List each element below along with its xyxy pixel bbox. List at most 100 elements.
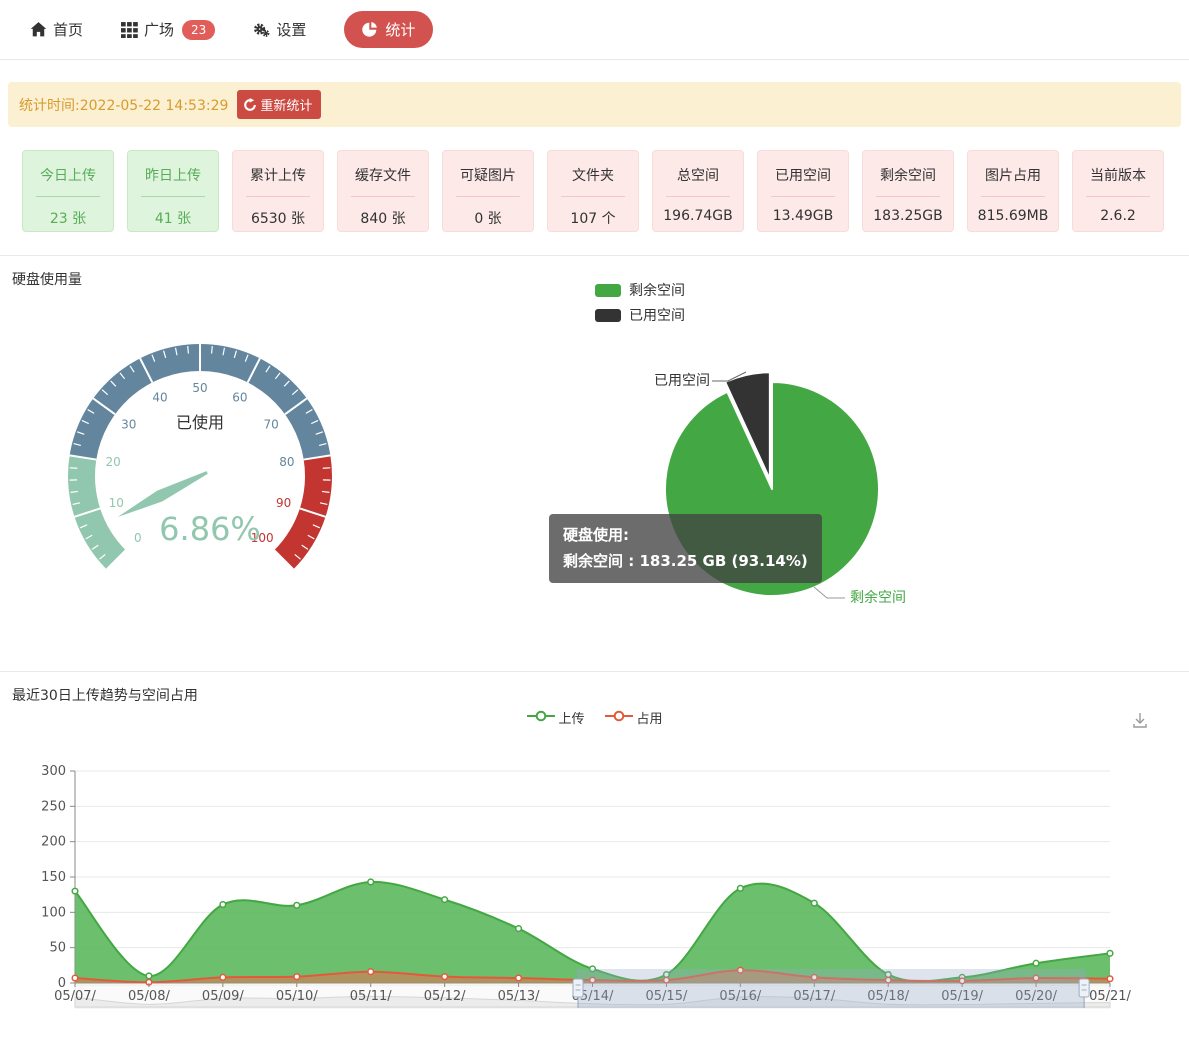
- y-axis-label: 250: [41, 799, 66, 814]
- data-point[interactable]: [71, 887, 79, 895]
- data-point[interactable]: [515, 925, 523, 933]
- x-axis-label: 05/16/: [719, 989, 761, 1004]
- legend-swatch: [595, 308, 621, 322]
- gauge-tick-label: 30: [121, 417, 136, 431]
- stat-card-4: 缓存文件 840 张: [337, 150, 429, 232]
- legend-label: 剩余空间: [629, 283, 685, 299]
- y-axis-label: 150: [41, 870, 66, 885]
- x-axis-label: 05/13/: [498, 989, 540, 1004]
- data-point[interactable]: [810, 973, 818, 981]
- stat-card-label: 图片占用: [985, 168, 1041, 184]
- tooltip-value: 剩余空间 : 183.25 GB (93.14%): [563, 552, 808, 571]
- pie-legend: 剩余空间已用空间: [595, 280, 685, 325]
- gauge-segment: [274, 455, 332, 570]
- stat-card-label: 已用空间: [775, 168, 831, 184]
- datazoom-left-handle[interactable]: [572, 978, 584, 998]
- gauge-needle: [117, 471, 208, 518]
- stat-card-11: 当前版本 2.6.2: [1072, 150, 1164, 232]
- y-axis-label: 50: [49, 941, 66, 956]
- stat-card-2: 昨日上传 41 张: [127, 150, 219, 232]
- pie-legend-item-2[interactable]: 已用空间: [595, 305, 685, 325]
- data-point[interactable]: [1106, 949, 1114, 957]
- x-axis-label: 05/20/: [1015, 989, 1057, 1004]
- gears-icon: [253, 21, 270, 38]
- data-point[interactable]: [810, 899, 818, 907]
- legend-label: 占用: [636, 712, 663, 727]
- disk-gauge-chart[interactable]: 0 10 20 30 40 50 60 70 80 90 100 已使用 6.86%: [25, 326, 385, 626]
- data-point[interactable]: [71, 974, 79, 982]
- stat-card-divider: [561, 196, 625, 197]
- nav-item-home[interactable]: 首页: [30, 19, 83, 40]
- data-point[interactable]: [884, 976, 892, 984]
- recount-button-label: 重新统计: [260, 99, 313, 114]
- data-point[interactable]: [515, 974, 523, 982]
- legend-label: 上传: [558, 712, 585, 727]
- stat-card-divider: [351, 196, 415, 197]
- datazoom-window[interactable]: [578, 969, 1085, 1008]
- nav-item-plaza[interactable]: 广场 23: [121, 19, 216, 40]
- recount-button[interactable]: 重新统计: [237, 90, 322, 119]
- data-point[interactable]: [367, 968, 375, 976]
- data-point[interactable]: [588, 976, 597, 984]
- gauge-tick-label: 0: [134, 531, 142, 545]
- pie-slice-used-space[interactable]: [724, 371, 771, 481]
- x-axis-label: 05/10/: [276, 989, 318, 1004]
- data-point[interactable]: [219, 973, 227, 981]
- stat-card-label: 剩余空间: [880, 168, 936, 184]
- data-point[interactable]: [293, 901, 301, 909]
- top-nav: 首页 广场 23 设置 统计: [0, 0, 1189, 60]
- data-point[interactable]: [736, 966, 744, 974]
- stat-card-7: 总空间 196.74GB: [652, 150, 744, 232]
- data-point[interactable]: [441, 896, 449, 904]
- stat-card-value: 840 张: [360, 211, 406, 227]
- trend-legend-item-1[interactable]: 上传: [526, 708, 585, 727]
- data-point[interactable]: [367, 878, 375, 886]
- stat-card-divider: [1086, 196, 1150, 197]
- disk-section-title: 硬盘使用量: [12, 272, 82, 288]
- gauge-tick-label: 10: [109, 496, 124, 510]
- stat-card-10: 图片占用 815.69MB: [967, 150, 1059, 232]
- x-axis-label: 05/11/: [350, 989, 392, 1004]
- data-point[interactable]: [293, 973, 301, 981]
- pie-legend-item-1[interactable]: 剩余空间: [595, 280, 685, 300]
- stat-card-value: 107 个: [570, 211, 616, 227]
- stat-card-divider: [246, 196, 310, 197]
- y-axis-label: 100: [41, 905, 66, 920]
- stat-card-6: 文件夹 107 个: [547, 150, 639, 232]
- nav-item-label: 首页: [53, 21, 84, 39]
- datazoom-shadow: [74, 995, 1111, 1008]
- chart-tooltip: 硬盘使用: 剩余空间 : 183.25 GB (93.14%): [549, 514, 822, 583]
- trend-legend-item-2[interactable]: 占用: [604, 708, 663, 727]
- data-point[interactable]: [145, 972, 153, 980]
- trend-area-chart[interactable]: 0 50 100 150 200 250 300 05/07/05/08/05/09/05/1…: [0, 755, 1189, 1047]
- stat-card-value: 183.25GB: [873, 208, 943, 224]
- stat-card-value: 2.6.2: [1100, 208, 1136, 224]
- gauge-tick-label: 80: [279, 455, 294, 469]
- stat-card-value: 196.74GB: [663, 208, 733, 224]
- data-point[interactable]: [1032, 959, 1040, 967]
- data-point[interactable]: [736, 884, 744, 892]
- gauge-segment: [67, 455, 126, 570]
- nav-item-stats[interactable]: 统计: [344, 11, 434, 48]
- datazoom-right-handle[interactable]: [1078, 978, 1090, 998]
- data-point[interactable]: [1032, 974, 1040, 982]
- legend-line-circle-marker: [526, 709, 555, 727]
- data-point[interactable]: [588, 965, 597, 973]
- x-axis-label: 05/21/: [1089, 989, 1131, 1004]
- x-axis-label: 05/17/: [793, 989, 835, 1004]
- gauge-value: 6.86%: [159, 510, 261, 548]
- nav-item-label: 广场: [144, 21, 175, 39]
- data-point[interactable]: [662, 976, 670, 984]
- data-point[interactable]: [1106, 975, 1114, 983]
- download-icon[interactable]: [1129, 710, 1151, 736]
- nav-item-settings[interactable]: 设置: [253, 19, 306, 40]
- stat-card-value: 13.49GB: [772, 208, 834, 224]
- gauge-series-label: 已使用: [176, 413, 224, 432]
- stat-card-label: 昨日上传: [145, 168, 201, 184]
- data-point[interactable]: [441, 973, 449, 981]
- gauge-segment: [69, 344, 331, 460]
- data-point[interactable]: [219, 901, 227, 909]
- stats-row: 今日上传 23 张 昨日上传 41 张 累计上传 6530 张 缓存文件 840 张 可疑图片 0…: [0, 150, 1189, 232]
- gauge-tick-label: 90: [276, 496, 291, 510]
